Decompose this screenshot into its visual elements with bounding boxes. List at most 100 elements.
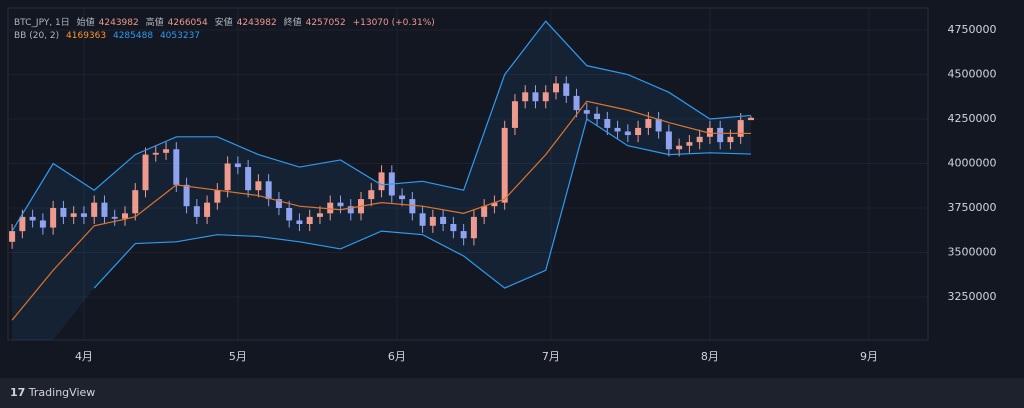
y-tick-label: 3250000 xyxy=(948,290,997,303)
x-tick-label: 6月 xyxy=(388,350,406,363)
candle-body xyxy=(573,95,580,111)
candle-body xyxy=(121,213,128,219)
candle-body xyxy=(481,206,488,217)
candle-body xyxy=(368,190,375,200)
candle-body xyxy=(60,207,67,217)
label: 高値 xyxy=(145,18,164,28)
candle-body xyxy=(665,131,672,150)
candle-body xyxy=(142,154,149,191)
candle-body xyxy=(511,101,518,128)
y-tick-label: 4750000 xyxy=(948,23,997,36)
candle-body xyxy=(234,163,241,168)
candle-body xyxy=(111,216,118,219)
value: 4053237 xyxy=(159,31,201,41)
candle-body xyxy=(193,206,200,217)
candle-body xyxy=(624,131,631,136)
candle-body xyxy=(706,127,713,137)
candle-body xyxy=(224,163,231,191)
candle-body xyxy=(214,190,221,203)
candle-body xyxy=(614,127,621,132)
candle-body xyxy=(491,202,498,207)
candle-body xyxy=(563,83,570,96)
candle-body xyxy=(532,92,539,102)
footer: 17 TradingView xyxy=(0,378,1024,408)
logo[interactable]: 17 TradingView xyxy=(10,386,96,399)
candle-body xyxy=(676,145,683,150)
value: 4266054 xyxy=(167,18,208,28)
candle-body xyxy=(29,216,36,221)
y-tick-label: 4000000 xyxy=(948,157,997,170)
candle-body xyxy=(19,216,26,232)
x-tick-label: 7月 xyxy=(542,350,560,363)
candle-body xyxy=(419,213,426,226)
candle-body xyxy=(173,149,180,185)
plot-area xyxy=(7,7,929,341)
y-tick-label: 3500000 xyxy=(948,245,997,258)
candle-body xyxy=(265,181,272,200)
x-tick-label: 8月 xyxy=(701,350,719,363)
candle-body xyxy=(696,136,703,143)
candle-body xyxy=(337,202,344,207)
candle-body xyxy=(460,231,467,239)
candle-body xyxy=(296,220,303,224)
x-tick-label: 5月 xyxy=(229,350,247,363)
candle-body xyxy=(470,216,477,239)
candle-body xyxy=(255,181,262,191)
candle-body xyxy=(101,202,108,217)
candle-body xyxy=(132,190,139,214)
x-tick-label: 4月 xyxy=(75,350,93,363)
candle-body xyxy=(183,184,190,207)
candle-body xyxy=(245,167,252,191)
label: 始値 xyxy=(76,18,95,28)
value: 4243982 xyxy=(236,18,277,28)
candle-body xyxy=(286,207,293,221)
y-tick-label: 4500000 xyxy=(948,68,997,81)
y-tick-label: 3750000 xyxy=(948,201,997,214)
label: 終値 xyxy=(283,18,302,28)
candle-body xyxy=(275,199,282,208)
candle-body xyxy=(204,202,211,217)
candle-body xyxy=(501,127,508,203)
candle-body xyxy=(163,149,170,153)
candle-body xyxy=(80,213,87,217)
candle-body xyxy=(70,213,77,217)
candle-body xyxy=(552,83,559,93)
candle-body xyxy=(39,220,46,228)
candle-body xyxy=(655,119,662,132)
candle-body xyxy=(727,136,734,143)
candle-body xyxy=(347,206,354,214)
candle-body xyxy=(378,172,385,191)
candle-body xyxy=(604,119,611,128)
candle-body xyxy=(327,202,334,214)
candle-body xyxy=(583,110,590,114)
candle-body xyxy=(152,152,159,155)
candle-body xyxy=(737,120,744,137)
candle-body xyxy=(594,113,601,120)
x-tick-label: 9月 xyxy=(860,350,878,363)
candle-body xyxy=(50,207,57,228)
change: +13070 (+0.31%) xyxy=(352,18,435,28)
candle-body xyxy=(645,119,652,128)
candle-body xyxy=(522,92,529,102)
symbol: BTC_JPY, 1日 xyxy=(14,18,70,28)
label: 安値 xyxy=(214,18,233,28)
candle-body xyxy=(542,92,549,102)
value: 4243982 xyxy=(98,18,139,28)
chart: 3250000 3500000 3750000 4000000 4250000 45000… xyxy=(7,7,997,363)
candle-body xyxy=(747,117,754,121)
candle-body xyxy=(399,195,406,200)
y-tick-label: 4250000 xyxy=(948,112,997,125)
indicator[interactable]: BB (20, 2) xyxy=(14,31,60,41)
value: 4169363 xyxy=(66,31,107,41)
ohlc-legend: BTC_JPY, 1日 始値 4243982 高値 4266054 安値 424398… xyxy=(14,15,439,28)
value: 4257052 xyxy=(305,18,346,28)
candle-body xyxy=(91,202,98,217)
candle-body xyxy=(9,231,16,242)
value: 4285488 xyxy=(112,31,154,41)
bb-legend: BB (20, 2) 4169363 4285488 4053237 xyxy=(14,31,204,41)
candle-body xyxy=(306,216,313,224)
bb-line xyxy=(93,118,751,289)
bb-line xyxy=(11,100,751,321)
bb-line xyxy=(11,20,752,232)
